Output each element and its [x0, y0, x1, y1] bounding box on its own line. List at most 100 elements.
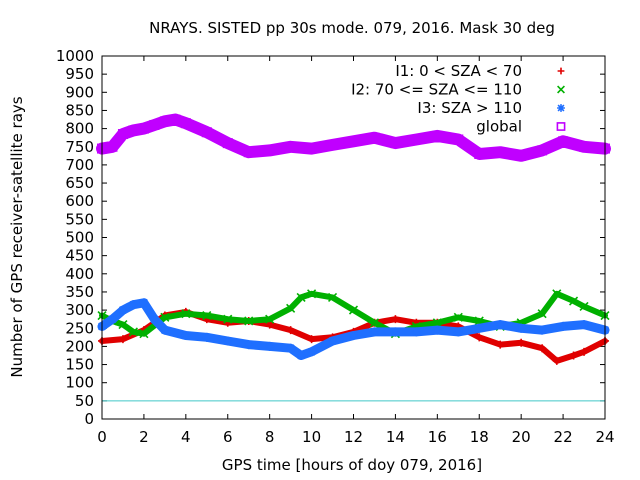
series-3-point	[181, 331, 191, 341]
series-4-point	[107, 141, 118, 152]
series-4-point	[327, 139, 338, 150]
series-3-point	[558, 321, 568, 331]
series-3-point	[118, 305, 128, 315]
series-2-point	[160, 312, 170, 322]
series-4-point	[128, 125, 139, 136]
series-2-point	[327, 292, 338, 302]
y-tick-label: 350	[65, 283, 94, 301]
x-tick-label: 18	[470, 428, 489, 446]
series-4-point	[516, 150, 527, 161]
legend-label-1: I1: 0 < SZA < 70	[395, 62, 522, 80]
series-1-point	[475, 333, 484, 342]
y-tick-label: 0	[84, 410, 94, 428]
y-tick-label: 750	[65, 138, 94, 156]
series-3-point	[244, 340, 254, 350]
series-4-point	[222, 138, 233, 149]
series-1-point	[118, 335, 127, 344]
series-2-point	[286, 303, 296, 313]
series-1-point	[307, 335, 316, 344]
series-3-point	[432, 325, 442, 335]
series-3-point	[390, 327, 400, 337]
series-2-point	[139, 329, 149, 339]
series-3-point	[307, 347, 317, 357]
x-tick-label: 16	[428, 428, 447, 446]
series-4-point	[138, 123, 149, 134]
series-3-point	[349, 331, 358, 341]
y-tick-label: 150	[65, 356, 94, 374]
x-tick-label: 12	[344, 428, 363, 446]
ticks-layer: 0501001502002503003504004505005506006507…	[56, 47, 615, 446]
y-tick-label: 50	[75, 392, 94, 410]
series-3-point	[579, 320, 589, 330]
y-tick-label: 600	[65, 192, 94, 210]
series-1-point	[538, 344, 547, 353]
series-3-point	[149, 314, 159, 324]
series-4-point	[180, 118, 191, 129]
series-3-point	[286, 343, 296, 353]
y-tick-label: 250	[65, 319, 94, 337]
series-4	[96, 113, 611, 162]
y-tick-label: 450	[65, 247, 94, 265]
series-4-point	[432, 130, 443, 141]
series-2-point	[181, 309, 191, 319]
series-4-point	[149, 119, 160, 130]
x-tick-label: 10	[302, 428, 321, 446]
x-tick-label: 0	[97, 428, 107, 446]
y-tick-label: 800	[65, 120, 94, 138]
series-4-point	[159, 116, 170, 127]
series-4-point	[495, 147, 506, 158]
series-1-point	[286, 326, 295, 335]
series-4-point	[170, 114, 181, 125]
series-2-point	[128, 327, 139, 337]
series-4-point	[369, 132, 380, 143]
x-tick-label: 2	[139, 428, 149, 446]
series-3-point	[160, 325, 170, 335]
x-tick-label: 20	[512, 428, 531, 446]
series-3-point	[223, 336, 233, 346]
y-tick-label: 100	[65, 374, 94, 392]
series-2-point	[453, 312, 463, 322]
series-4-point	[243, 147, 254, 158]
series-3-point	[107, 314, 117, 324]
series-4-point	[558, 136, 569, 147]
x-tick-label: 14	[386, 428, 405, 446]
series-3-point	[128, 300, 138, 310]
series-4-point	[306, 143, 317, 154]
series-1-point	[496, 340, 505, 349]
series-1-point	[552, 356, 561, 365]
y-tick-label: 1000	[56, 47, 94, 65]
series-2-point	[348, 305, 359, 315]
series-1-point	[569, 351, 578, 360]
series-3-point	[202, 332, 212, 342]
y-tick-label: 300	[65, 301, 94, 319]
y-tick-label: 650	[65, 174, 94, 192]
series-2-point	[568, 296, 579, 306]
legend-label-2: I2: 70 <= SZA <= 110	[351, 81, 522, 99]
series-3-point	[139, 298, 149, 308]
series-2-point	[579, 301, 589, 312]
series-3-point	[537, 325, 547, 335]
series-3-point	[474, 323, 484, 333]
series-2-point	[552, 289, 562, 299]
y-tick-label: 550	[65, 210, 94, 228]
legend-marker-2	[557, 85, 565, 94]
series-2-point	[369, 318, 380, 328]
series-1-point	[517, 338, 526, 347]
y-tick-label: 200	[65, 337, 94, 355]
legend-marker-4	[556, 122, 566, 131]
series-2-point	[432, 318, 442, 328]
series-3-point	[328, 336, 338, 346]
series-2-point	[307, 289, 317, 299]
series-3-point	[369, 327, 379, 337]
plot-frame	[101, 55, 606, 420]
series-4-point	[348, 136, 359, 147]
series-2-point	[118, 320, 128, 330]
x-tick-label: 22	[554, 428, 573, 446]
legend-label-4: global	[476, 118, 522, 136]
y-tick-label: 400	[65, 265, 94, 283]
series-4-point	[390, 138, 401, 149]
y-tick-label: 850	[65, 101, 94, 119]
series-4-point	[453, 134, 464, 145]
